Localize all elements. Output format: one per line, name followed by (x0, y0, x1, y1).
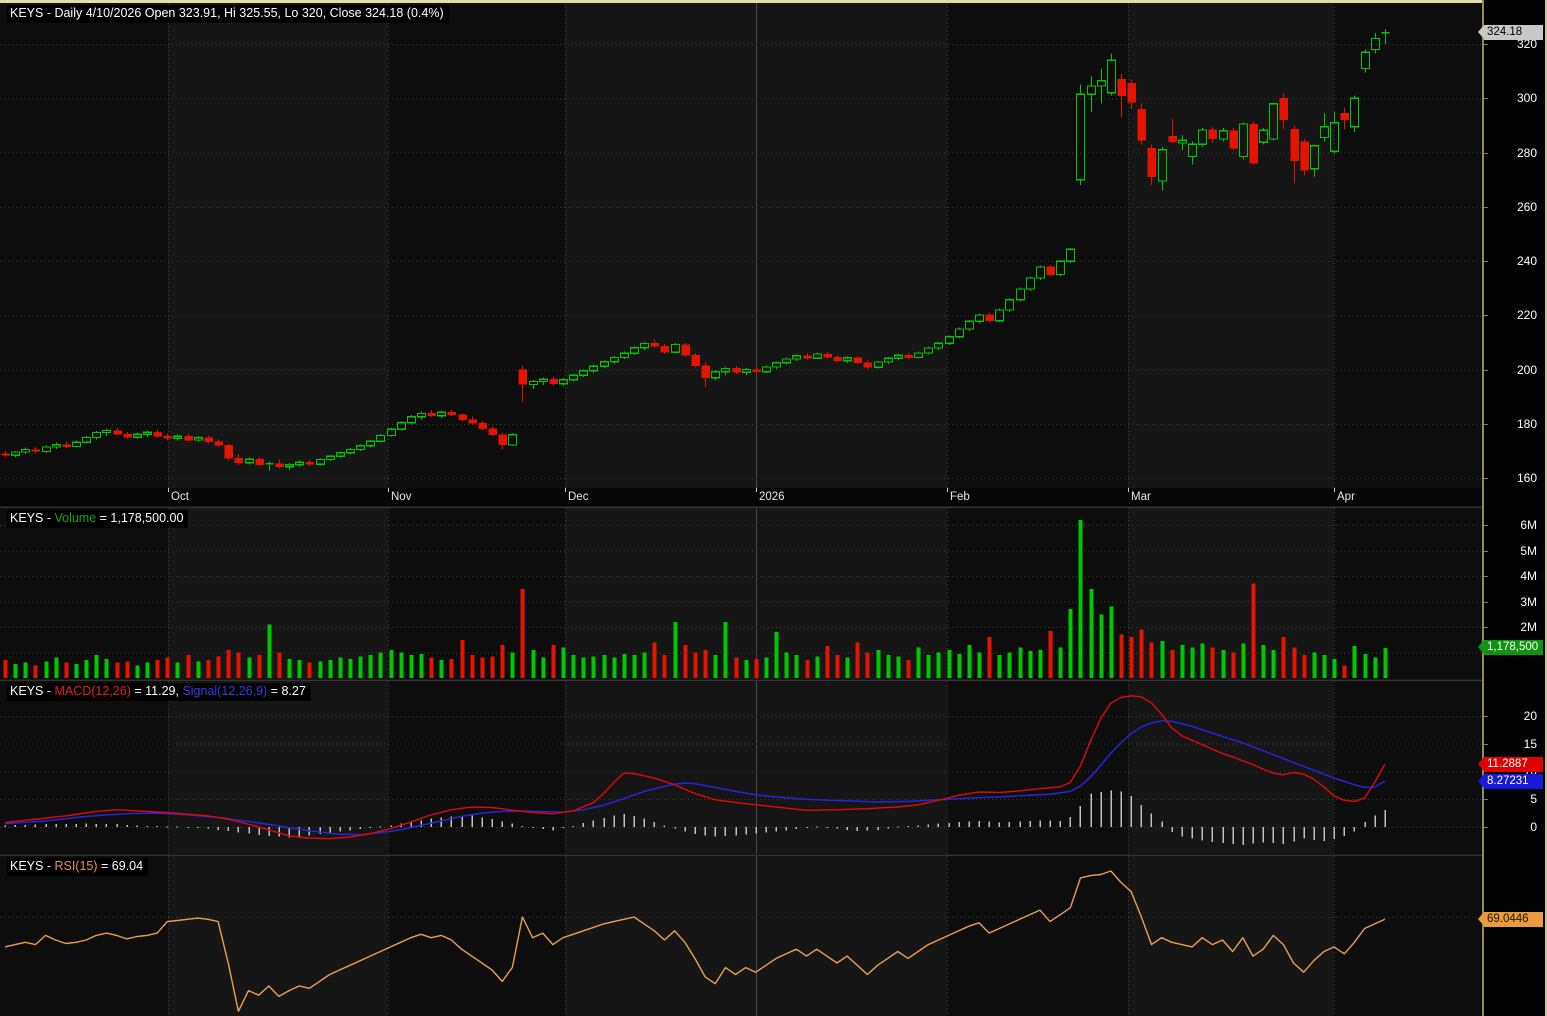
axis-tick (1482, 207, 1488, 208)
axis-label: 280 (1516, 146, 1537, 160)
tag-arrow (1478, 774, 1484, 788)
axis-label: 2M (1520, 620, 1537, 634)
date-label: Dec (568, 491, 589, 503)
macd-header-value: = 11.29, (130, 684, 183, 698)
value-axis-gutter[interactable]: 320 300 280 260 240 220 200 180 160 6M 5M 4M 3M 2M 20 1… (1482, 0, 1545, 1016)
axis-label: 300 (1516, 91, 1537, 105)
signal-value-tag: 8.27231 (1478, 774, 1543, 789)
axis-label: 160 (1516, 471, 1537, 485)
axis-tick (1482, 424, 1488, 425)
date-label: Feb (950, 491, 970, 503)
axis-label: 15 (1523, 737, 1537, 751)
candlestick-plot[interactable] (0, 3, 1482, 488)
date-tick (565, 488, 566, 492)
axis-tick (1482, 716, 1488, 717)
axis-tick (1482, 370, 1488, 371)
tag-arrow (1478, 640, 1484, 654)
date-tick (168, 488, 169, 492)
panel-separator (0, 506, 1484, 509)
rsi-header-name: RSI(15) (54, 859, 98, 873)
date-label: Apr (1337, 491, 1355, 503)
axis-tick (1482, 315, 1488, 316)
date-tick (947, 488, 948, 492)
axis-label: 220 (1516, 308, 1537, 322)
macd-panel-header[interactable]: KEYS - MACD(12,26) = 11.29, Signal(12,26… (7, 683, 311, 701)
date-label: Nov (391, 491, 412, 503)
axis-tick (1482, 98, 1488, 99)
axis-tick (1482, 602, 1488, 603)
rsi-plot[interactable] (0, 856, 1482, 1016)
macd-value-tag: 11.2887 (1478, 757, 1543, 772)
axis-label: 5 (1530, 792, 1537, 806)
axis-label: 0 (1530, 820, 1537, 834)
panel-separator (0, 854, 1484, 857)
volume-panel: KEYS - Volume = 1,178,500.00 (0, 508, 1482, 679)
window-right-border (1545, 0, 1547, 1016)
axis-tick (1482, 153, 1488, 154)
axis-label: 200 (1516, 363, 1537, 377)
axis-tick (1482, 44, 1488, 45)
tag-arrow (1478, 25, 1484, 39)
signal-header-value: = 8.27 (267, 684, 306, 698)
volume-header-prefix: KEYS - (10, 511, 55, 525)
price-header-text: KEYS - Daily 4/10/2026 Open 323.91, Hi 3… (10, 6, 444, 20)
date-axis[interactable]: Oct Nov Dec 2026 Feb Mar Apr (0, 488, 1484, 506)
axis-label: 240 (1516, 254, 1537, 268)
rsi-header-prefix: KEYS - (10, 859, 55, 873)
macd-header-prefix: KEYS - (10, 684, 55, 698)
date-tick (388, 488, 389, 492)
axis-label: 180 (1516, 417, 1537, 431)
window-top-border (0, 0, 1547, 3)
axis-tick (1482, 551, 1488, 552)
axis-label: 5M (1520, 544, 1537, 558)
volume-header-name: Volume (54, 511, 97, 525)
price-panel-header[interactable]: KEYS - Daily 4/10/2026 Open 323.91, Hi 3… (7, 5, 449, 23)
axis-label: 320 (1516, 37, 1537, 51)
price-panel: KEYS - Daily 4/10/2026 Open 323.91, Hi 3… (0, 3, 1482, 488)
axis-label: 4M (1520, 569, 1537, 583)
tag-arrow (1478, 757, 1484, 771)
macd-panel: KEYS - MACD(12,26) = 11.29, Signal(12,26… (0, 681, 1482, 854)
volume-header-value: = 1,178,500.00 (96, 511, 184, 525)
axis-label: 20 (1523, 709, 1537, 723)
date-tick (1334, 488, 1335, 492)
macd-plot[interactable] (0, 681, 1482, 854)
rsi-value-tag: 69.0446 (1478, 912, 1543, 927)
macd-header-name: MACD(12,26) (54, 684, 131, 698)
rsi-panel-header[interactable]: KEYS - RSI(15) = 69.04 (7, 858, 149, 876)
volume-value-tag: 1,178,500 (1478, 640, 1543, 655)
axis-tick (1482, 799, 1488, 800)
axis-tick (1482, 627, 1488, 628)
axis-tick (1482, 525, 1488, 526)
axis-tick (1482, 827, 1488, 828)
tag-arrow (1478, 912, 1484, 926)
last-price-tag: 324.18 (1478, 25, 1543, 40)
date-tick (1128, 488, 1129, 492)
volume-plot[interactable] (0, 508, 1482, 679)
axis-tick (1482, 576, 1488, 577)
axis-label: 260 (1516, 200, 1537, 214)
date-label: Mar (1131, 491, 1151, 503)
date-label: Oct (171, 491, 189, 503)
rsi-panel: KEYS - RSI(15) = 69.04 (0, 856, 1482, 1016)
signal-header-name: Signal(12,26,9) (182, 684, 268, 698)
axis-separator (1482, 0, 1484, 1016)
axis-tick (1482, 261, 1488, 262)
axis-label: 3M (1520, 595, 1537, 609)
volume-panel-header[interactable]: KEYS - Volume = 1,178,500.00 (7, 510, 189, 528)
axis-tick (1482, 478, 1488, 479)
axis-tick (1482, 744, 1488, 745)
rsi-header-value: = 69.04 (97, 859, 144, 873)
date-tick (756, 488, 757, 492)
panel-separator (0, 679, 1484, 682)
date-label: 2026 (759, 491, 785, 503)
axis-label: 6M (1520, 518, 1537, 532)
